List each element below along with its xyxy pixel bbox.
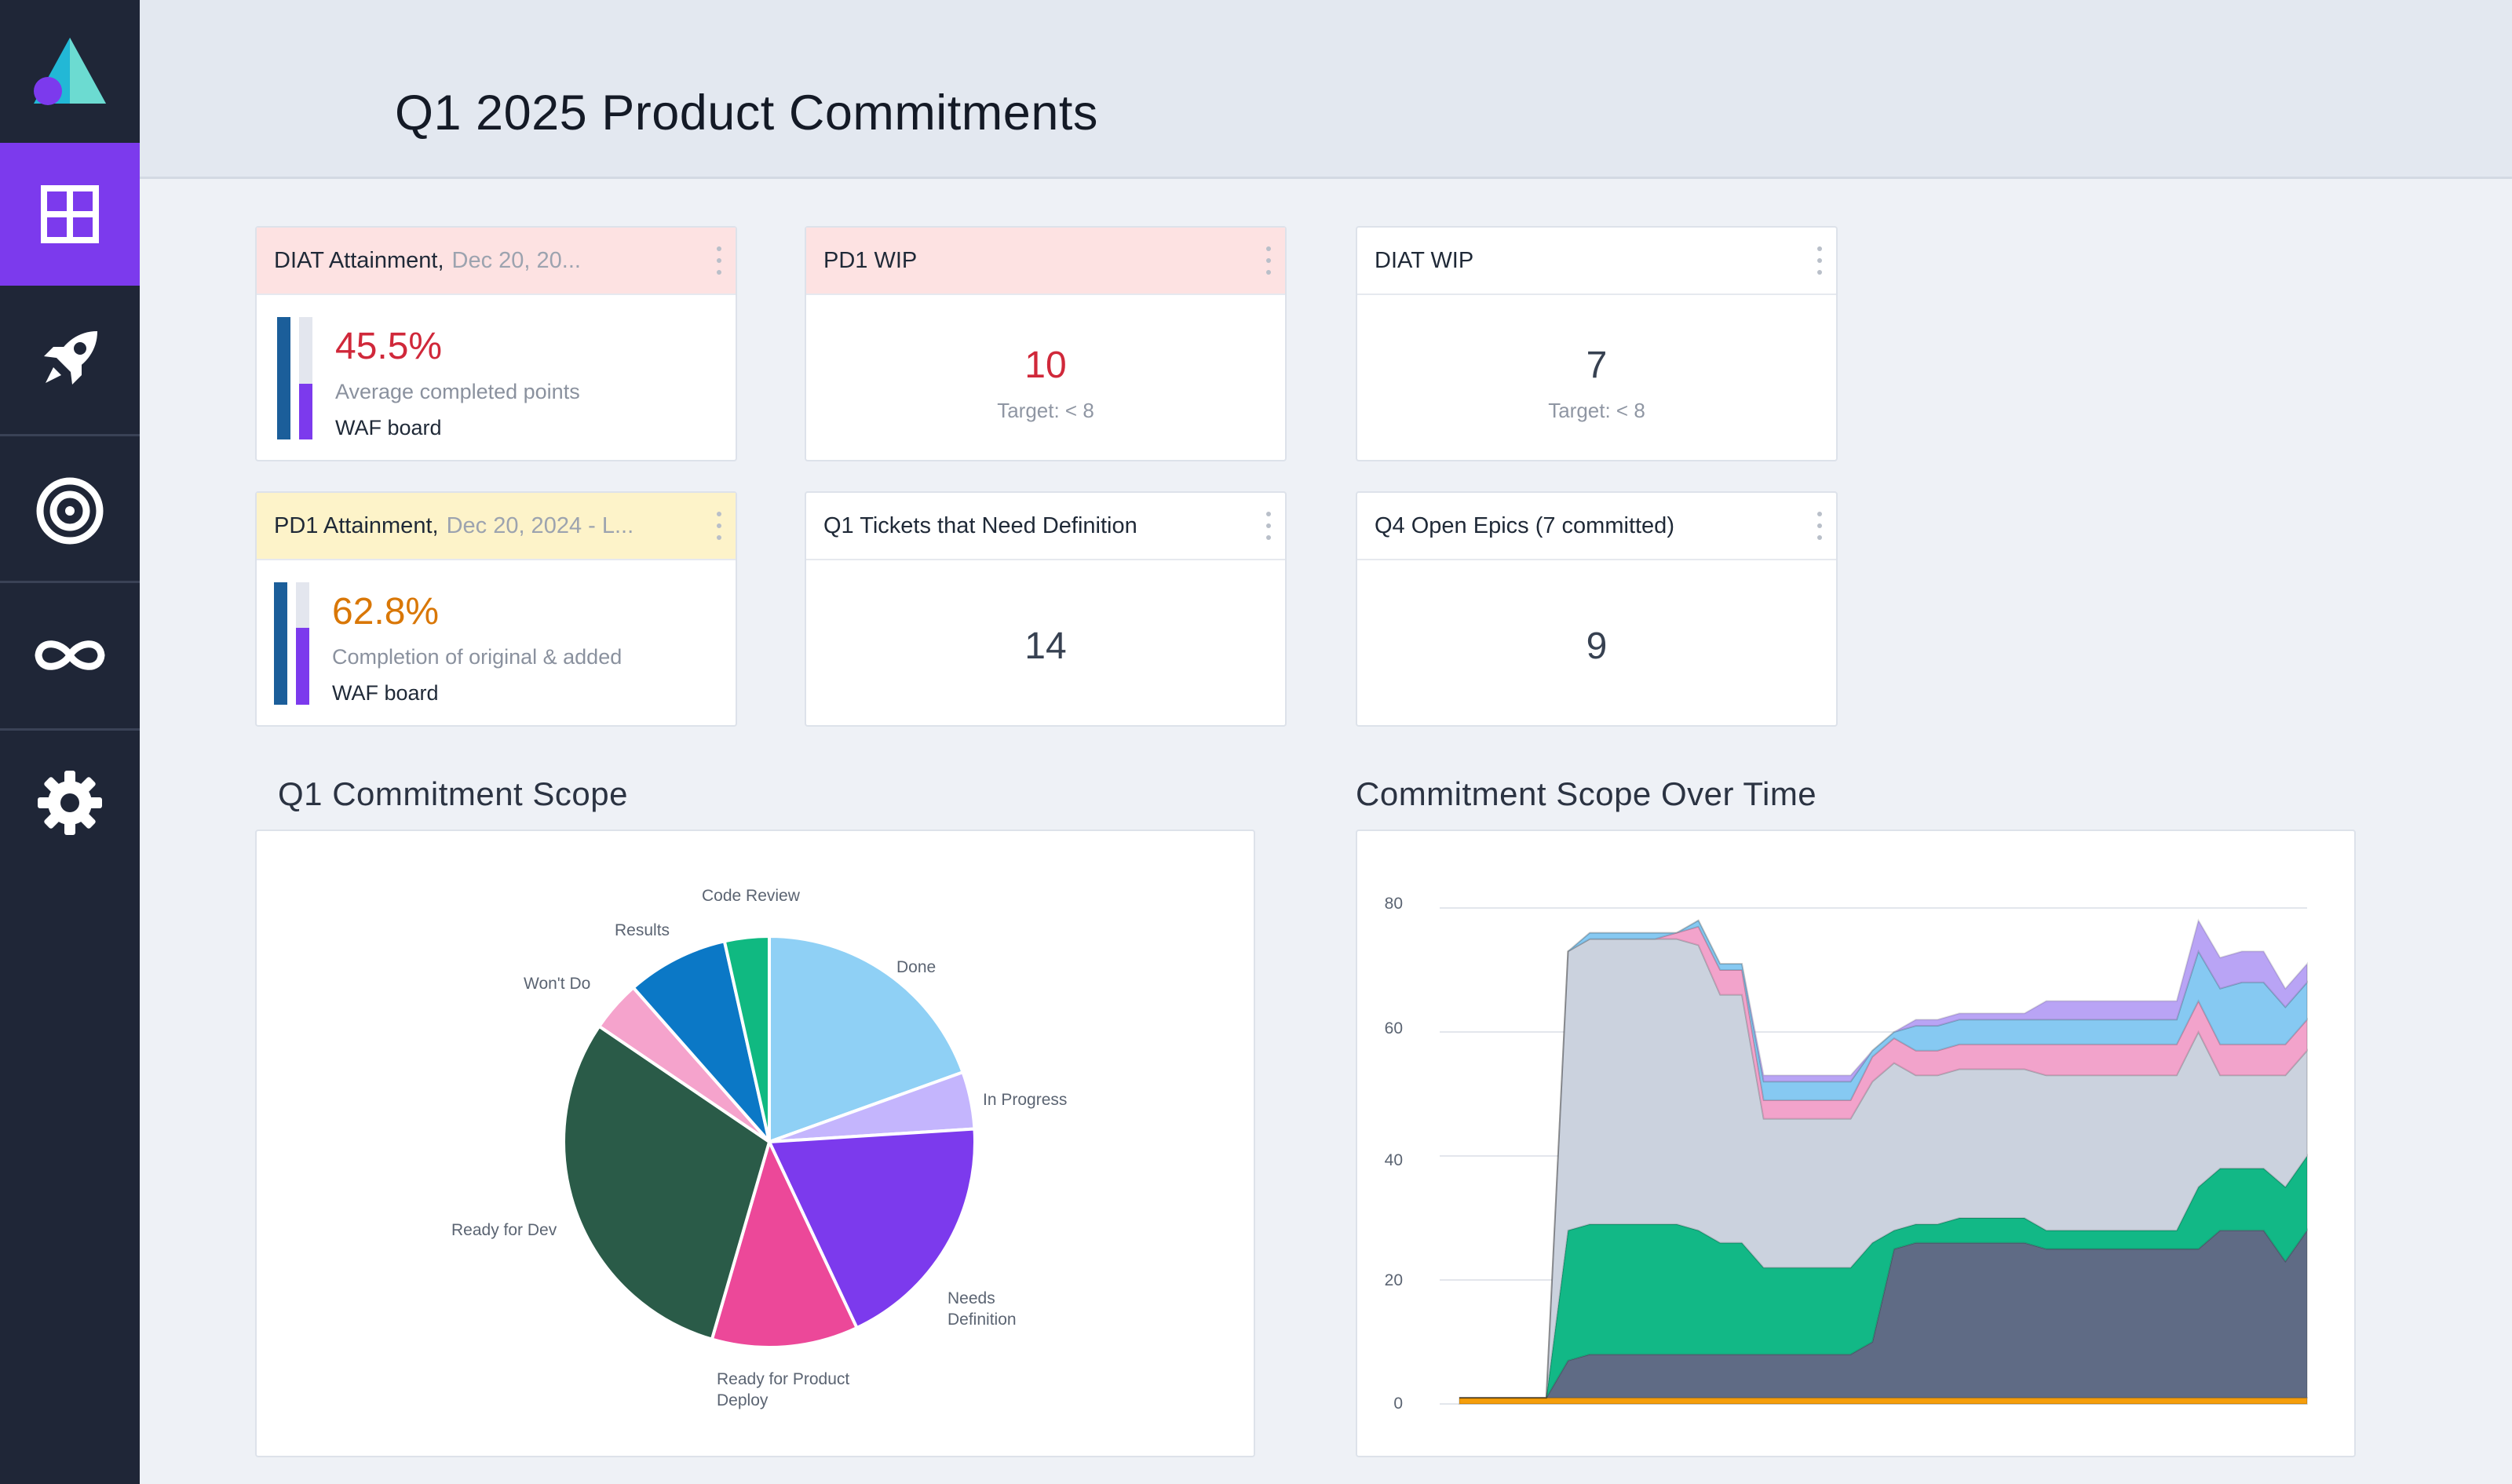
pie-section-title: Q1 Commitment Scope <box>278 775 628 812</box>
progress-track <box>277 317 290 439</box>
card-header: Q1 Tickets that Need Definition <box>806 493 1285 560</box>
kebab-menu-icon[interactable] <box>715 246 723 275</box>
card-pd1-wip[interactable]: PD1 WIP 10 Target: < 8 <box>805 226 1287 461</box>
kpi-target: Target: < 8 <box>997 399 1094 422</box>
area-chart <box>1440 907 2308 1405</box>
app-logo[interactable] <box>0 0 140 141</box>
area-series-2[interactable] <box>1459 1153 2308 1399</box>
rocket-icon <box>44 331 97 385</box>
card-subtitle: Dec 20, 20... <box>451 247 581 273</box>
progress-fill-baseline <box>274 582 287 705</box>
card-pd1-attainment[interactable]: PD1 Attainment, Dec 20, 2024 - L... 62.8… <box>255 491 737 727</box>
page-header: Q1 2025 Product Commitments <box>140 0 2512 179</box>
card-title: PD1 Attainment, <box>274 512 439 538</box>
y-tick-label: 60 <box>1384 1019 1403 1037</box>
sidebar-item-flow[interactable] <box>0 584 140 727</box>
card-header: DIAT WIP <box>1357 228 1836 295</box>
kpi-value: 14 <box>1024 625 1067 667</box>
kpi-value: 9 <box>1586 625 1608 667</box>
pie-label-done: Done <box>896 958 937 976</box>
area-section-title: Commitment Scope Over Time <box>1356 775 1817 812</box>
progress-track <box>296 582 309 705</box>
card-title: PD1 WIP <box>823 247 918 273</box>
attainment-description: Average completed points <box>335 380 580 403</box>
y-tick-label: 20 <box>1384 1271 1403 1289</box>
card-title: DIAT Attainment, <box>274 247 444 273</box>
pie-chart-panel: Code Review Results Won't Do Done In Pro… <box>255 830 1255 1457</box>
pie-label-ready-for-product-deploy: Ready for Product Deploy <box>717 1370 850 1409</box>
board-name: WAF board <box>332 681 439 705</box>
progress-bars <box>277 317 315 439</box>
pie-label-results: Results <box>615 921 670 939</box>
kpi-target: Target: < 8 <box>1548 399 1645 422</box>
card-q1-tickets[interactable]: Q1 Tickets that Need Definition 14 <box>805 491 1287 727</box>
kpi-value: 7 <box>1586 345 1608 386</box>
progress-fill-baseline <box>277 317 290 439</box>
grid-icon <box>41 185 99 243</box>
card-title: Q4 Open Epics (7 committed) <box>1375 512 1674 538</box>
y-tick-label: 40 <box>1384 1151 1403 1169</box>
pie-label-needs-definition: Needs Definition <box>947 1289 1017 1329</box>
sidebar <box>0 0 140 1484</box>
pie-label-ready-for-dev: Ready for Dev <box>451 1221 557 1239</box>
sidebar-item-goals[interactable] <box>0 439 140 582</box>
infinity-icon <box>35 640 105 670</box>
pie-slice-ready-for-product-deploy[interactable] <box>710 1137 860 1349</box>
pie-chart <box>562 934 977 1349</box>
pie-slice-needs-definition[interactable] <box>766 1127 977 1330</box>
card-subtitle: Dec 20, 2024 - L... <box>446 512 634 538</box>
card-header: DIAT Attainment, Dec 20, 20... <box>257 228 736 295</box>
kebab-menu-icon[interactable] <box>1816 512 1824 540</box>
sidebar-item-releases[interactable] <box>0 287 140 430</box>
area-series-3[interactable] <box>1459 938 2308 1399</box>
y-tick-label: 80 <box>1384 895 1403 913</box>
kebab-menu-icon[interactable] <box>1816 246 1824 275</box>
pie-slice-done[interactable] <box>768 934 966 1144</box>
area-series-0[interactable] <box>1459 1397 2308 1405</box>
gear-icon <box>38 771 102 835</box>
card-diat-attainment[interactable]: DIAT Attainment, Dec 20, 20... 45.5% Ave… <box>255 226 737 461</box>
card-header: Q4 Open Epics (7 committed) <box>1357 493 1836 560</box>
attainment-value: 62.8% <box>332 591 440 633</box>
pie-label-code-review: Code Review <box>702 887 800 905</box>
sidebar-divider <box>0 728 140 731</box>
progress-fill <box>299 384 312 439</box>
kpi-value: 10 <box>1024 345 1067 386</box>
pie-label-in-progress: In Progress <box>983 1091 1068 1109</box>
kebab-menu-icon[interactable] <box>715 512 723 540</box>
card-title: DIAT WIP <box>1375 247 1474 273</box>
card-q4-epics[interactable]: Q4 Open Epics (7 committed) 9 <box>1356 491 1838 727</box>
kebab-menu-icon[interactable] <box>1265 246 1272 275</box>
sidebar-divider <box>0 581 140 583</box>
pie-slice-ready-for-dev[interactable] <box>562 1023 772 1342</box>
progress-bars <box>274 582 312 705</box>
target-icon <box>36 477 104 545</box>
area-series-6[interactable] <box>1459 918 2308 1399</box>
attainment-description: Completion of original & added <box>332 645 623 669</box>
y-tick-label: 0 <box>1393 1395 1403 1413</box>
progress-track <box>274 582 287 705</box>
progress-track <box>299 317 312 439</box>
card-title: Q1 Tickets that Need Definition <box>823 512 1137 538</box>
card-header: PD1 WIP <box>806 228 1285 295</box>
page-title: Q1 2025 Product Commitments <box>395 86 1098 140</box>
area-chart-panel: 80 60 40 20 0 <box>1356 830 2356 1457</box>
pie-slice-code-review[interactable] <box>722 934 771 1143</box>
sidebar-item-settings[interactable] <box>0 731 140 874</box>
board-name: WAF board <box>335 416 442 439</box>
kebab-menu-icon[interactable] <box>1265 512 1272 540</box>
card-header: PD1 Attainment, Dec 20, 2024 - L... <box>257 493 736 560</box>
logo-icon <box>34 38 106 105</box>
card-diat-wip[interactable]: DIAT WIP 7 Target: < 8 <box>1356 226 1838 461</box>
progress-fill <box>296 628 309 705</box>
sidebar-divider <box>0 434 140 436</box>
area-series-5[interactable] <box>1459 919 2308 1399</box>
attainment-value: 45.5% <box>335 326 443 367</box>
pie-label-wont-do: Won't Do <box>524 975 591 993</box>
sidebar-item-dashboard[interactable] <box>0 143 140 286</box>
